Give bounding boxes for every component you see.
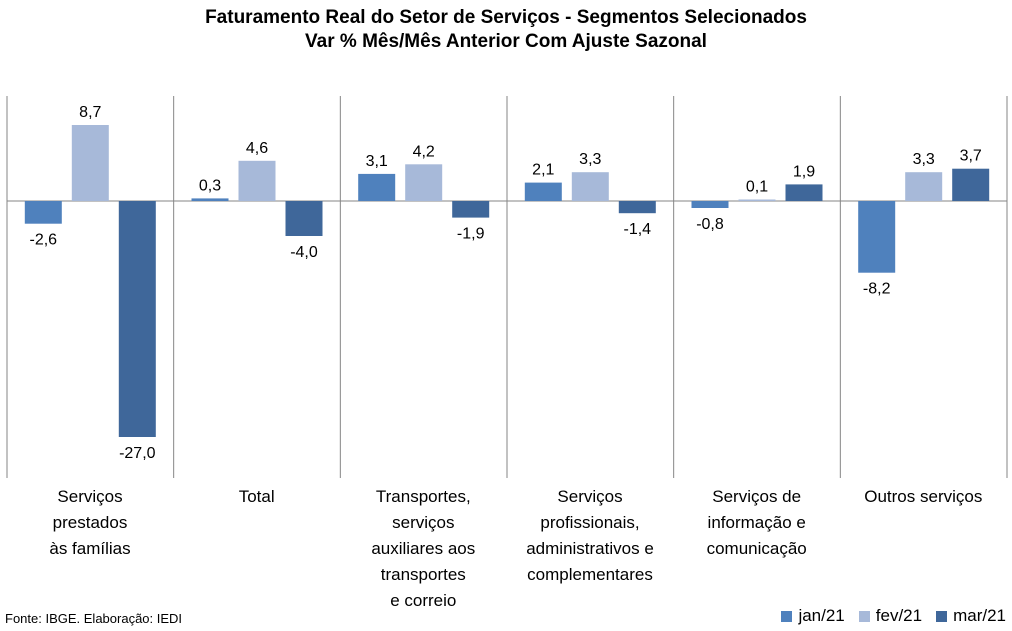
category-label-1: Total <box>174 484 340 510</box>
category-label-4-line-1: informação e <box>707 513 806 532</box>
bar-fev-21-cat-2 <box>405 164 443 201</box>
category-label-2-line-2: auxiliares aos <box>371 539 476 558</box>
source-note: Fonte: IBGE. Elaboração: IEDI <box>5 611 183 626</box>
legend-swatch-fev-21 <box>858 610 870 622</box>
data-label-mar-21-cat-5: 3,7 <box>960 148 982 165</box>
category-label-2-line-3: transportes <box>380 565 466 584</box>
data-label-jan-21-cat-1: 0,3 <box>199 177 221 194</box>
category-label-2: Transportes, serviços auxiliares aos transp… <box>340 484 506 614</box>
bar-mar-21-cat-1 <box>285 201 323 236</box>
data-label-jan-21-cat-4: -0,8 <box>696 216 724 233</box>
category-label-0-line-1: prestados <box>52 513 128 532</box>
data-label-jan-21-cat-0: -2,6 <box>30 232 58 249</box>
bar-chart-plot: -2,6 8,7 -27,0 0,3 4,6 -4,0 3,1 4,2 -1,9 2,1 3,3 -1… <box>6 96 1008 478</box>
data-label-mar-21-cat-1: -4,0 <box>290 244 318 261</box>
legend-label-jan-21: jan/21 <box>798 606 845 625</box>
data-label-fev-21-cat-3: 3,3 <box>579 151 601 168</box>
bar-mar-21-cat-5 <box>952 168 990 201</box>
category-label-0-line-2: às famílias <box>49 539 131 558</box>
category-label-3: Serviços profissionais, administrativos e c… <box>507 484 673 588</box>
data-label-mar-21-cat-4: 1,9 <box>793 163 815 180</box>
data-label-fev-21-cat-0: 8,7 <box>79 104 101 121</box>
legend-swatch-mar-21 <box>936 610 948 622</box>
data-labels: -2,6 8,7 -27,0 0,3 4,6 -4,0 3,1 4,2 -1,9 2,1 3,3 -1… <box>30 104 982 462</box>
bar-fev-21-cat-3 <box>571 172 609 201</box>
bar-mar-21-cat-4 <box>785 184 823 201</box>
bar-jan-21-cat-0 <box>24 201 62 224</box>
data-label-fev-21-cat-4: 0,1 <box>746 179 768 196</box>
legend-label-fev-21: fev/21 <box>875 606 923 625</box>
category-label-3-line-3: complementares <box>527 565 653 584</box>
chart-title-line2: Var % Mês/Mês Anterior Com Ajuste Sazona… <box>305 31 707 52</box>
bar-fev-21-cat-4 <box>738 199 776 201</box>
data-label-jan-21-cat-2: 3,1 <box>366 153 388 170</box>
category-label-0: Serviços prestados às famílias <box>7 484 173 562</box>
data-label-jan-21-cat-3: 2,1 <box>532 162 554 179</box>
category-label-3-line-1: profissionais, <box>540 513 640 532</box>
category-separators <box>6 96 1008 478</box>
data-label-fev-21-cat-1: 4,6 <box>246 140 268 157</box>
category-label-5: Outros serviços <box>840 484 1006 510</box>
category-label-0-line-0: Serviços <box>57 487 123 506</box>
bar-jan-21-cat-3 <box>524 182 562 201</box>
legend-swatch-jan-21 <box>781 610 793 622</box>
chart-title: Faturamento Real do Setor de Serviços - … <box>0 6 1012 54</box>
category-label-3-line-0: Serviços <box>557 487 623 506</box>
data-label-jan-21-cat-5: -8,2 <box>863 281 891 298</box>
bar-jan-21-cat-1 <box>191 198 229 201</box>
legend: jan/21 fev/21 mar/21 <box>767 605 1006 627</box>
legend-entry-jan-21: jan/21 <box>781 605 845 627</box>
data-label-fev-21-cat-5: 3,3 <box>913 151 935 168</box>
bar-jan-21-cat-2 <box>358 173 396 201</box>
bars <box>24 125 990 437</box>
category-label-3-line-2: administrativos e <box>526 539 654 558</box>
category-labels: Serviços prestados às famílias Total Transpo… <box>0 484 1012 614</box>
legend-entry-fev-21: fev/21 <box>858 605 923 627</box>
category-label-2-line-4: e correio <box>390 591 457 610</box>
category-label-4-line-0: Serviços de <box>712 487 802 506</box>
category-label-4-line-2: comunicação <box>706 539 807 558</box>
legend-entry-mar-21: mar/21 <box>936 605 1006 627</box>
data-label-mar-21-cat-3: -1,4 <box>624 221 652 238</box>
bar-jan-21-cat-5 <box>858 201 896 273</box>
category-label-2-line-0: Transportes, <box>375 487 471 506</box>
data-label-mar-21-cat-2: -1,9 <box>457 226 485 243</box>
data-label-fev-21-cat-2: 4,2 <box>413 143 435 160</box>
bar-mar-21-cat-3 <box>618 201 656 214</box>
category-label-5-line-0: Outros serviços <box>864 487 983 506</box>
bar-fev-21-cat-1 <box>238 160 276 201</box>
bar-fev-21-cat-0 <box>71 125 109 201</box>
bar-fev-21-cat-5 <box>905 172 943 201</box>
bar-mar-21-cat-0 <box>118 201 156 437</box>
category-label-1-line-0: Total <box>238 487 275 506</box>
bar-jan-21-cat-4 <box>691 201 729 208</box>
data-label-mar-21-cat-0: -27,0 <box>119 445 156 462</box>
legend-label-mar-21: mar/21 <box>953 606 1006 625</box>
chart-title-line1: Faturamento Real do Setor de Serviços - … <box>205 7 807 28</box>
bar-mar-21-cat-2 <box>452 201 490 218</box>
category-label-4: Serviços de informação e comunicação <box>674 484 840 562</box>
category-label-2-line-1: serviços <box>392 513 455 532</box>
